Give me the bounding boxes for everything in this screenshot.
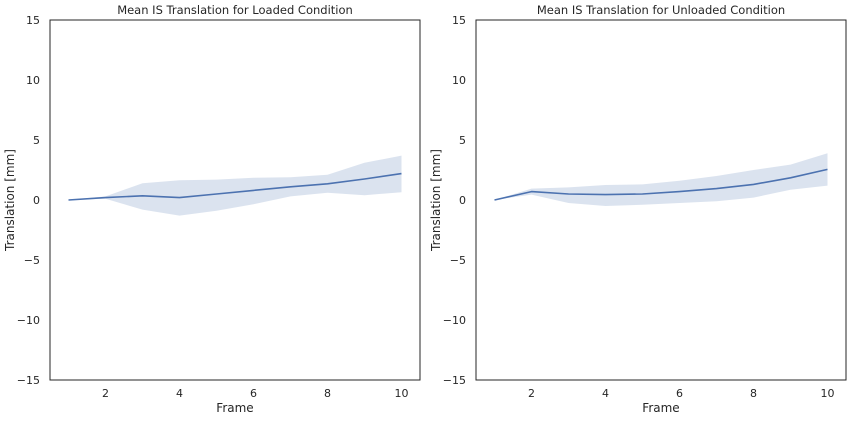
x-tick-label: 4 — [602, 387, 609, 400]
chart-title: Mean IS Translation for Loaded Condition — [117, 3, 353, 17]
y-tick-label: 10 — [26, 74, 40, 87]
x-tick-label: 8 — [324, 387, 331, 400]
data-point — [105, 197, 107, 199]
data-point — [827, 169, 829, 171]
x-axis-label: Frame — [642, 401, 679, 415]
data-point — [753, 184, 755, 186]
y-tick-label: 15 — [452, 14, 466, 27]
y-tick-label: −10 — [443, 314, 466, 327]
confidence-band — [68, 155, 402, 216]
data-point — [642, 193, 644, 195]
data-point — [364, 178, 366, 180]
data-point — [179, 197, 181, 199]
axes-frame — [475, 19, 847, 381]
y-tick-label: −5 — [24, 254, 40, 267]
data-point — [716, 188, 718, 190]
x-tick-label: 2 — [528, 387, 535, 400]
x-tick-label: 2 — [102, 387, 109, 400]
data-point — [253, 190, 255, 192]
x-tick-label: 10 — [395, 387, 409, 400]
data-point — [605, 194, 607, 196]
data-point — [790, 177, 792, 179]
x-axis-label: Frame — [216, 401, 253, 415]
chart-title: Mean IS Translation for Unloaded Conditi… — [537, 3, 785, 17]
y-tick-label: 5 — [459, 134, 466, 147]
x-tick-label: 6 — [676, 387, 683, 400]
data-point — [290, 186, 292, 188]
y-tick-label: 15 — [26, 14, 40, 27]
y-tick-label: −5 — [450, 254, 466, 267]
data-point — [679, 191, 681, 193]
data-point — [142, 195, 144, 197]
y-tick-label: −15 — [443, 374, 466, 387]
y-axis-label: Translation [mm] — [429, 149, 443, 252]
x-tick-label: 4 — [176, 387, 183, 400]
confidence-band — [494, 153, 828, 206]
series-line — [494, 168, 828, 201]
y-tick-label: 10 — [452, 74, 466, 87]
y-tick-label: 5 — [33, 134, 40, 147]
chart-loaded: Mean IS Translation for Loaded Condition… — [3, 3, 421, 415]
y-axis-label: Translation [mm] — [3, 149, 17, 252]
data-point — [327, 183, 329, 185]
plot-area — [494, 153, 829, 206]
data-point — [216, 193, 218, 195]
data-point — [568, 193, 570, 195]
data-point — [494, 199, 496, 201]
y-tick-label: 0 — [459, 194, 466, 207]
data-point — [531, 191, 533, 193]
axes-frame — [49, 19, 421, 381]
y-tick-label: −10 — [17, 314, 40, 327]
y-tick-label: −15 — [17, 374, 40, 387]
x-tick-label: 6 — [250, 387, 257, 400]
chart-unloaded: Mean IS Translation for Unloaded Conditi… — [429, 3, 847, 415]
y-tick-label: 0 — [33, 194, 40, 207]
data-point — [68, 199, 70, 201]
data-point — [401, 173, 403, 175]
x-tick-label: 8 — [750, 387, 757, 400]
series-line — [68, 172, 402, 201]
plot-area — [68, 155, 403, 216]
x-tick-label: 10 — [821, 387, 835, 400]
